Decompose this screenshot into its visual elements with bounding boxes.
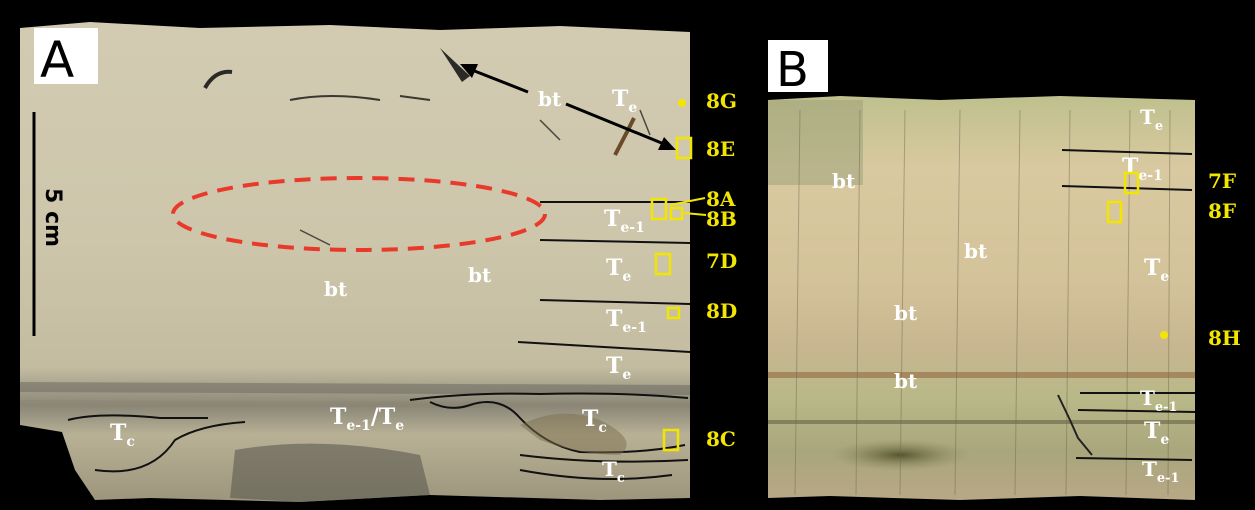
panel-b: B bt bt bt bt Te Te-1 Te Te-1 Te Te-1 7F…: [768, 40, 1241, 500]
label-bt-mid: bt: [468, 263, 492, 287]
figref-8c: 8C: [706, 427, 736, 451]
tc-outline: [67, 414, 246, 473]
burrow-trace: [299, 109, 651, 246]
core-b-dark-blob: [830, 439, 970, 471]
label-bt-b3: bt: [894, 301, 918, 325]
label-tc-right: Tc: [582, 406, 607, 436]
sample-dot-8g: [678, 99, 686, 107]
core-b-band: [768, 372, 1195, 378]
label-te1-lower: Te-1: [606, 306, 647, 336]
label-bt-b4: bt: [894, 369, 918, 393]
label-te-lower: Te: [606, 353, 631, 383]
bed-boundary-line: [539, 239, 691, 244]
tc-outline: [519, 454, 689, 480]
bt-arrowhead: [658, 137, 676, 150]
burrow-trace: [440, 48, 470, 82]
core-b-greenish-block: [768, 100, 863, 185]
core-b-photo: [768, 96, 1195, 500]
label-bt-arrow: bt: [538, 87, 562, 111]
pointer-8b: [683, 212, 707, 216]
label-te-top: Te: [612, 86, 637, 116]
core-a-band: [20, 382, 690, 395]
figref-8f: 8F: [1208, 199, 1236, 223]
panel-a-letter: A: [40, 31, 74, 89]
bed-boundary-line: [1077, 409, 1196, 413]
label-b-te-mid: Te: [1144, 255, 1169, 285]
core-a-photo: [20, 22, 690, 502]
sample-box-8f: [1106, 200, 1123, 224]
label-te-mid: Te: [606, 255, 631, 285]
label-b-te-top: Te: [1140, 105, 1163, 134]
label-tc-left: Tc: [110, 420, 135, 450]
panel-b-letter-box: [768, 40, 828, 92]
scale-bar-label: 5 cm: [40, 188, 65, 247]
tc-body: [520, 413, 627, 455]
figref-8b: 8B: [706, 207, 737, 231]
bt-arrow-shaft: [471, 68, 529, 94]
bed-boundary-line: [1075, 457, 1193, 461]
figref-7d: 7D: [706, 249, 737, 273]
figref-7f: 7F: [1208, 169, 1236, 193]
label-b-te1-bottom: Te-1: [1142, 457, 1180, 486]
label-te1-te: Te-1/Te: [330, 404, 404, 434]
label-bt-b1: bt: [832, 169, 856, 193]
panel-a: 5 cm A bt bt bt Te Te-1 Te Te-1 Te Te-1/…: [20, 22, 737, 502]
sample-box-7f: [1123, 171, 1140, 195]
label-bt-left: bt: [324, 277, 348, 301]
label-te1-upper: Te-1: [604, 206, 645, 236]
sample-box-8a: [650, 197, 668, 221]
pointer-8a: [669, 197, 706, 206]
core-b-band: [768, 420, 1195, 424]
bed-boundary-line: [1061, 149, 1193, 155]
panel-b-letter: B: [776, 42, 809, 98]
figref-8g: 8G: [706, 89, 737, 113]
sample-box-7d: [654, 252, 672, 276]
figref-8e: 8E: [706, 137, 735, 161]
sample-dot-8h: [1160, 331, 1168, 339]
sample-box-8e: [675, 136, 693, 160]
bt-arrow-shaft: [565, 102, 665, 146]
sample-box-8b: [669, 206, 684, 221]
burrow-trace: [203, 69, 233, 90]
figref-8a: 8A: [706, 187, 736, 211]
core-a-band: [20, 400, 690, 408]
figref-8d: 8D: [706, 299, 737, 323]
bed-boundary-line: [539, 299, 691, 305]
sample-box-8c: [662, 428, 680, 452]
red-dashed-ellipse: [171, 176, 547, 252]
panel-a-letter-box: [34, 28, 98, 84]
bed-boundary-line: [1061, 185, 1193, 191]
label-bt-b2: bt: [964, 239, 988, 263]
bt-arrowhead: [460, 64, 478, 78]
bed-boundary-line: [517, 341, 691, 353]
core-a-dark-base: [230, 443, 430, 502]
label-b-te1-lower: Te-1: [1140, 386, 1178, 415]
figref-8h: 8H: [1208, 326, 1241, 350]
label-b-te-low: Te: [1144, 418, 1169, 448]
burrow-trace: [289, 95, 431, 101]
core-b-crack: [1057, 394, 1093, 456]
sample-box-8d: [666, 306, 681, 320]
core-b-fractures: [794, 109, 1171, 496]
label-tc-bottom: Tc: [602, 457, 625, 486]
